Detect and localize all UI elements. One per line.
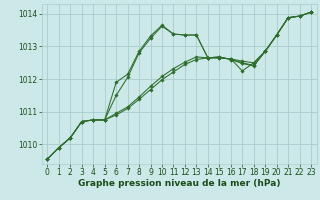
X-axis label: Graphe pression niveau de la mer (hPa): Graphe pression niveau de la mer (hPa) xyxy=(78,179,280,188)
